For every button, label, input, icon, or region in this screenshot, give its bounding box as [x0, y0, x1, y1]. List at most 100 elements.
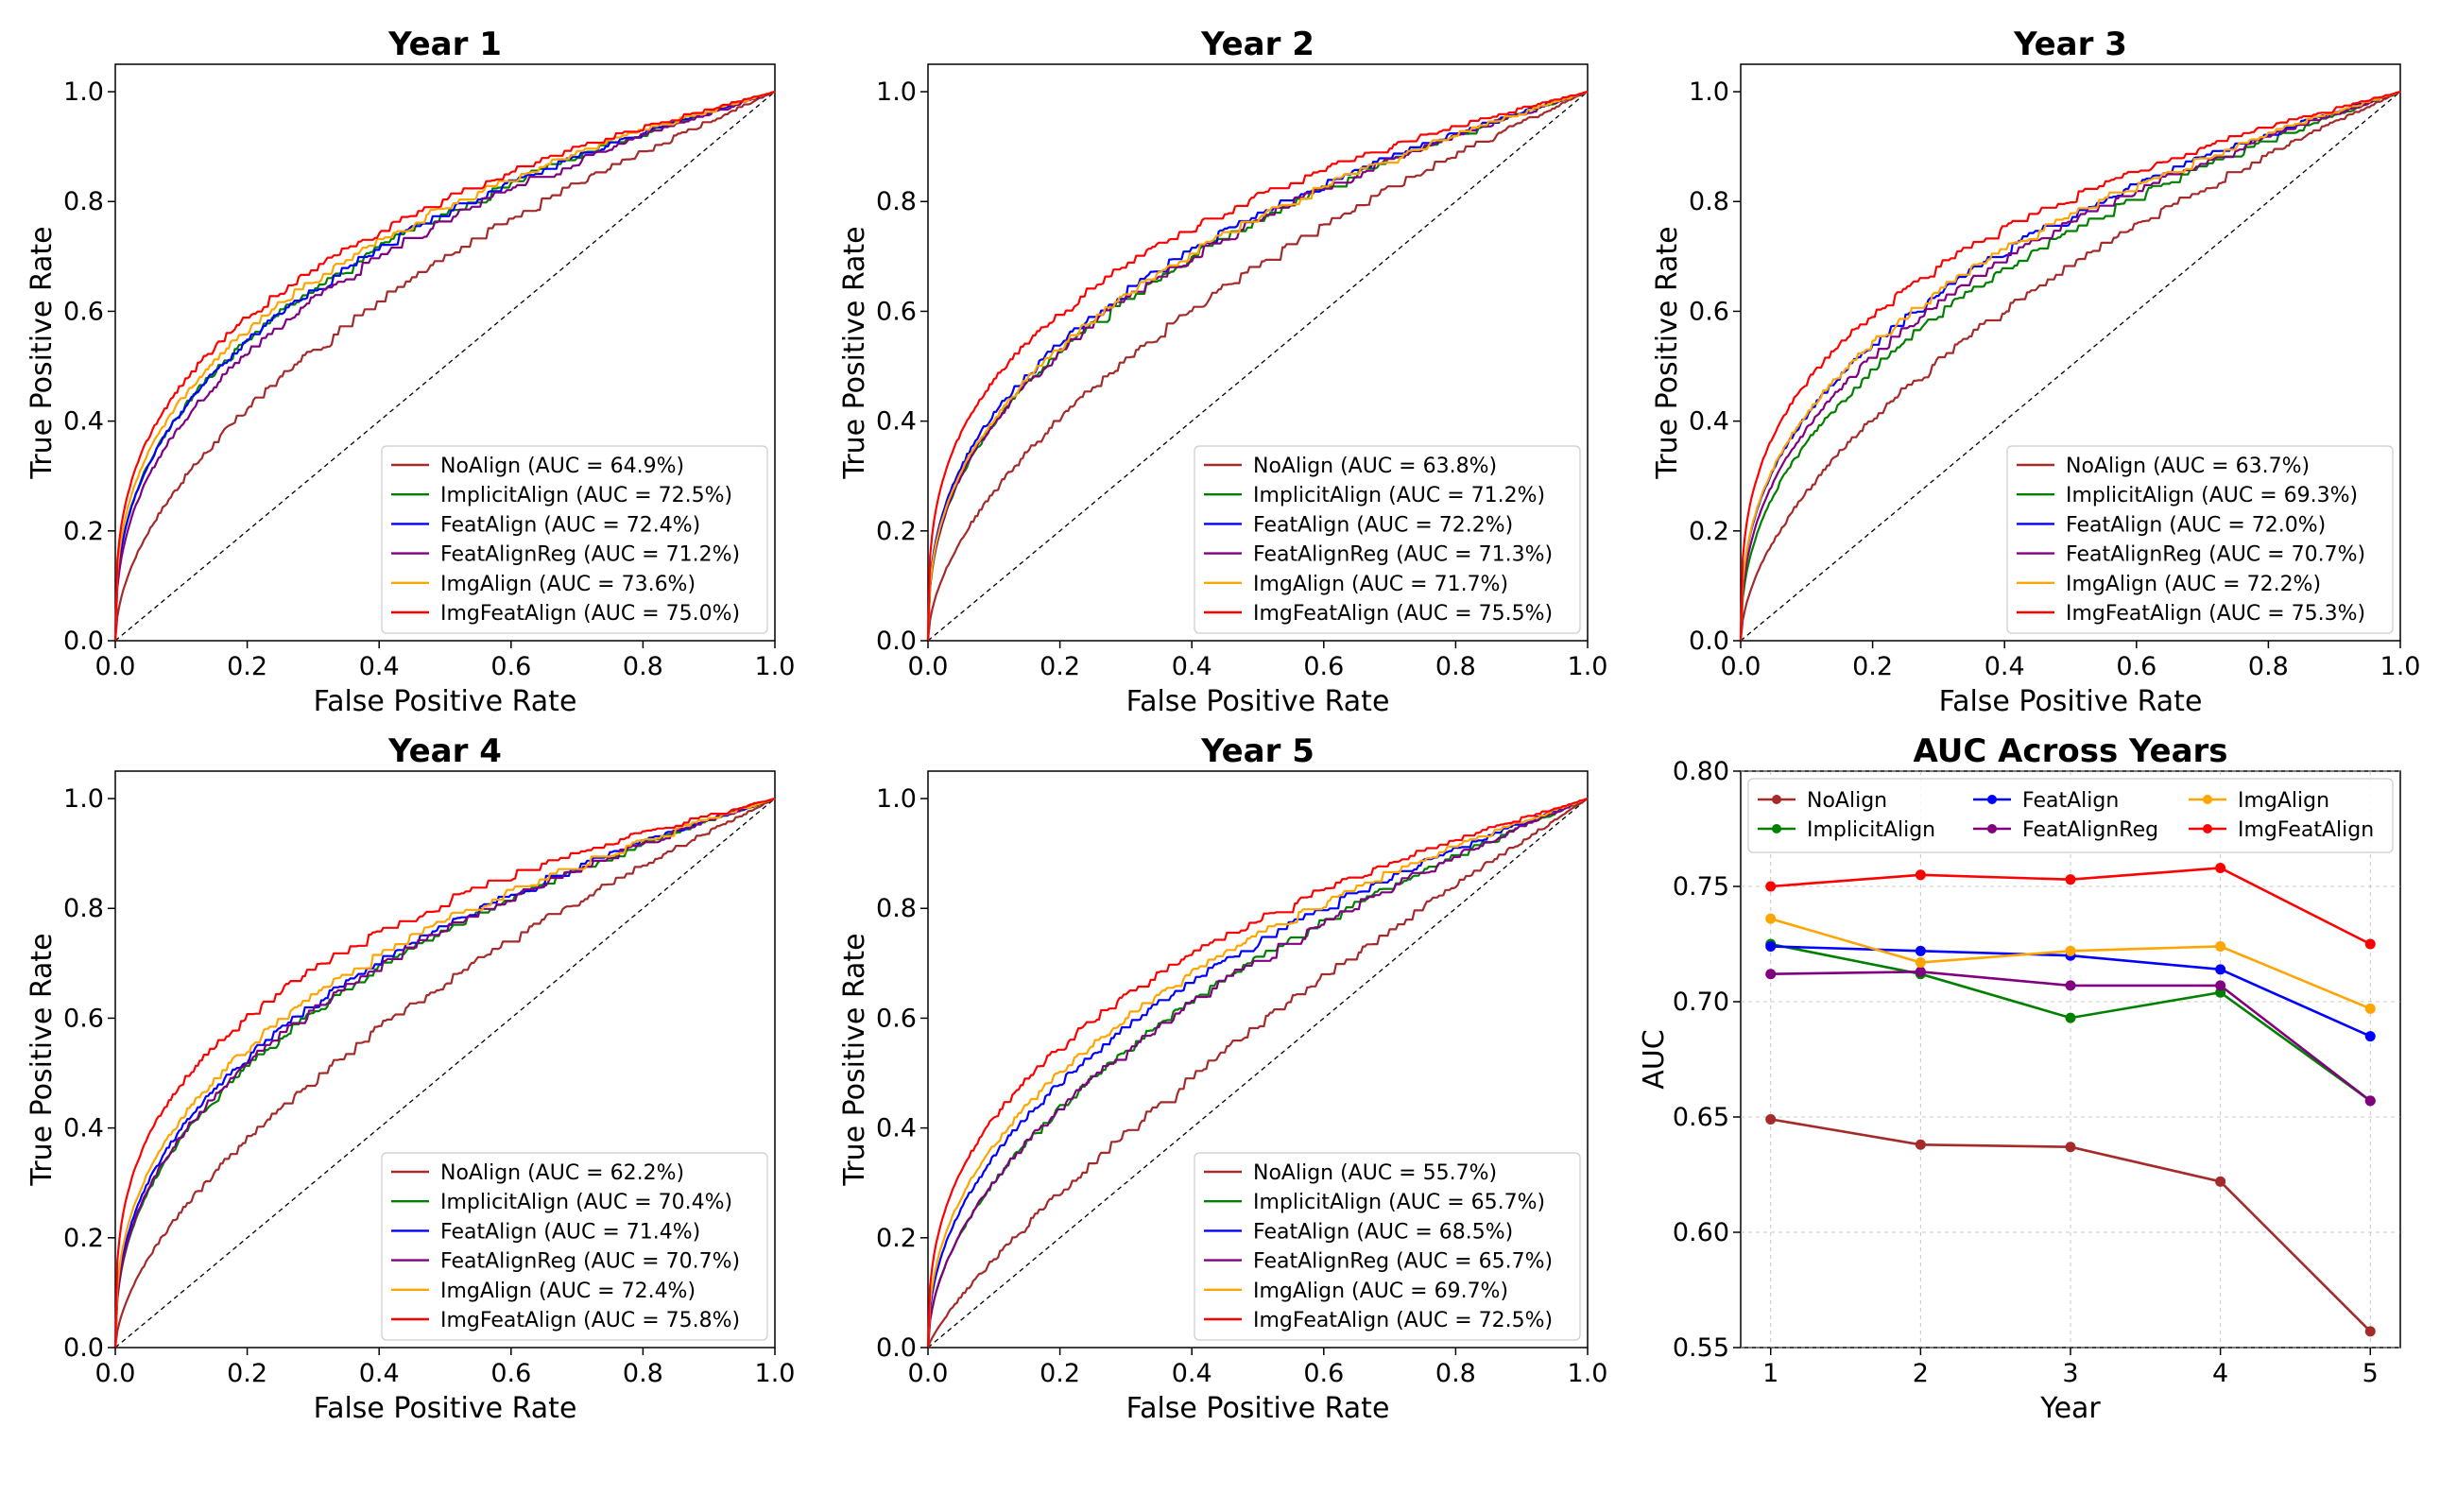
roc-curve-imgfeatalign — [926, 797, 1589, 1349]
data-point-featalign-year-1 — [1765, 940, 1777, 952]
roc-curve-implicitalign — [926, 797, 1589, 1349]
x-tick-label: 0.4 — [359, 652, 400, 681]
x-tick-label: 0.6 — [1303, 652, 1344, 681]
legend-entry-imgalign: ImgAlign — [2238, 789, 2329, 813]
x-tick-label: 0.0 — [1721, 652, 1761, 681]
data-point-featalignreg-year-5 — [2364, 1095, 2376, 1107]
chart-title: Year 5 — [1200, 732, 1314, 770]
x-tick-label: 0.4 — [1984, 652, 2025, 681]
roc-curve-imgfeatalign — [113, 797, 776, 1349]
legend-entry-implicitalign: ImplicitAlign (AUC = 71.2%) — [1253, 484, 1545, 507]
y-tick-label: 0.4 — [876, 1114, 917, 1143]
x-tick-label: 0.0 — [908, 1359, 949, 1388]
x-tick-label: 0.2 — [227, 652, 267, 681]
legend-entry-noalign: NoAlign (AUC = 63.7%) — [2066, 455, 2310, 478]
legend-entry-noalign: NoAlign (AUC = 62.2%) — [440, 1161, 684, 1185]
x-axis-label: False Positive Rate — [314, 685, 577, 718]
x-tick-label: 0.6 — [2116, 652, 2156, 681]
legend-marker-featalign — [1987, 795, 1997, 804]
legend-entry-implicitalign: ImplicitAlign (AUC = 69.3%) — [2066, 484, 2358, 507]
data-point-imgalign-year-1 — [1765, 913, 1777, 924]
y-tick-label: 0.6 — [876, 297, 917, 326]
data-point-noalign-year-1 — [1765, 1113, 1777, 1125]
y-tick-label: 0.8 — [876, 894, 917, 923]
data-point-imgalign-year-2 — [1915, 957, 1926, 969]
legend-entry-imgalign: ImgAlign (AUC = 71.7%) — [1253, 573, 1508, 596]
legend-entry-featalignreg: FeatAlignReg (AUC = 65.7%) — [1253, 1250, 1553, 1274]
y-tick-label: 0.2 — [1689, 517, 1729, 546]
legend-entry-imgalign: ImgAlign (AUC = 69.7%) — [1253, 1280, 1508, 1303]
data-point-imgfeatalign-year-1 — [1765, 881, 1777, 892]
legend-entry-featalignreg: FeatAlignReg (AUC = 71.3%) — [1253, 543, 1553, 567]
y-tick-label: 1.0 — [876, 77, 917, 107]
y-tick-label: 0.55 — [1673, 1333, 1729, 1363]
data-point-noalign-year-5 — [2364, 1326, 2376, 1337]
x-tick-label: 0.8 — [1435, 652, 1476, 681]
roc-panel-year-1: Year 1 0.0 0.2 0.4 0.6 0.8 1.0 0.0 0.2 0.4 0.6 0.8 1… — [26, 26, 795, 718]
x-axis-label: False Positive Rate — [314, 1392, 577, 1425]
legend-entry-featalignreg: FeatAlignReg (AUC = 70.7%) — [2066, 543, 2365, 567]
legend-entry-imgfeatalign: ImgFeatAlign (AUC = 75.8%) — [440, 1309, 740, 1332]
legend-entry-featalignreg: FeatAlignReg (AUC = 70.7%) — [440, 1250, 740, 1274]
legend-entry-implicitalign: ImplicitAlign (AUC = 72.5%) — [440, 484, 732, 507]
data-point-noalign-year-2 — [1915, 1139, 1926, 1150]
legend-entry-imgfeatalign: ImgFeatAlign (AUC = 75.3%) — [2066, 602, 2365, 626]
chance-diagonal-line — [927, 91, 1589, 642]
y-tick-label: 0.4 — [63, 1114, 104, 1143]
x-tick-label: 0.4 — [1172, 1359, 1212, 1388]
chance-diagonal-line — [927, 798, 1589, 1349]
legend: NoAlign (AUC = 63.8%) ImplicitAlign (AUC … — [1194, 445, 1581, 634]
x-tick-label: 1.0 — [1568, 652, 1608, 681]
legend-entry-imgfeatalign: ImgFeatAlign (AUC = 75.0%) — [440, 602, 740, 626]
legend-frame — [381, 445, 768, 634]
x-axis-label: Year — [2039, 1392, 2101, 1425]
legend-entry-featalign: FeatAlign (AUC = 72.4%) — [440, 513, 700, 537]
x-tick-label: 0.2 — [1040, 652, 1080, 681]
data-point-noalign-year-4 — [2215, 1176, 2226, 1187]
y-tick-label: 0.70 — [1673, 988, 1729, 1017]
roc-curve-featalignreg — [113, 797, 776, 1349]
data-point-featalignreg-year-4 — [2215, 980, 2226, 991]
x-tick-label: 1 — [1762, 1359, 1778, 1388]
roc-curve-featalign — [113, 797, 776, 1349]
roc-curve-featalignreg — [113, 90, 776, 642]
y-tick-label: 0.6 — [63, 297, 104, 326]
roc-curve-noalign — [113, 90, 776, 642]
legend-entry-featalign: FeatAlign (AUC = 68.5%) — [1253, 1220, 1513, 1244]
chance-diagonal-line — [114, 91, 776, 642]
y-axis-label: True Positive Rate — [26, 933, 59, 1186]
data-point-featalignreg-year-3 — [2065, 980, 2076, 991]
x-axis-label: False Positive Rate — [1126, 1392, 1390, 1425]
data-point-featalign-year-4 — [2215, 964, 2226, 975]
legend-entry-featalign: FeatAlign (AUC = 72.0%) — [2066, 513, 2326, 537]
data-point-imgalign-year-5 — [2364, 1003, 2376, 1014]
x-tick-label: 0.6 — [1303, 1359, 1344, 1388]
x-tick-label: 0.6 — [490, 652, 531, 681]
x-tick-label: 0.0 — [95, 652, 136, 681]
legend-marker-featalignreg — [1987, 824, 1997, 833]
y-tick-label: 1.0 — [876, 784, 917, 814]
y-tick-label: 0.4 — [876, 407, 917, 437]
x-tick-label: 0.0 — [95, 1359, 136, 1388]
x-tick-label: 2 — [1913, 1359, 1929, 1388]
y-tick-label: 1.0 — [1689, 77, 1729, 107]
roc-panel-year-4: Year 4 0.0 0.2 0.4 0.6 0.8 1.0 0.0 0.2 0.4 0.6 0.8 1… — [26, 732, 795, 1425]
y-tick-label: 0.2 — [63, 1224, 104, 1253]
roc-curve-noalign — [1739, 90, 2401, 642]
x-tick-label: 0.2 — [227, 1359, 267, 1388]
chart-title: Year 1 — [387, 26, 502, 63]
legend-frame — [381, 1152, 768, 1341]
legend: NoAlign (AUC = 55.7%) ImplicitAlign (AUC … — [1194, 1152, 1581, 1341]
roc-curve-noalign — [926, 798, 1589, 1349]
roc-curve-noalign — [926, 91, 1589, 642]
chance-diagonal-line — [1740, 91, 2401, 642]
y-tick-label: 0.0 — [876, 627, 917, 656]
y-tick-label: 0.0 — [63, 1333, 104, 1363]
y-tick-label: 1.0 — [63, 77, 104, 107]
legend-marker-imgalign — [2203, 795, 2212, 804]
roc-curve-imgfeatalign — [926, 90, 1589, 642]
x-tick-label: 1.0 — [2380, 652, 2421, 681]
data-point-featalignreg-year-2 — [1915, 966, 1926, 977]
chart-title: AUC Across Years — [1913, 732, 2227, 770]
